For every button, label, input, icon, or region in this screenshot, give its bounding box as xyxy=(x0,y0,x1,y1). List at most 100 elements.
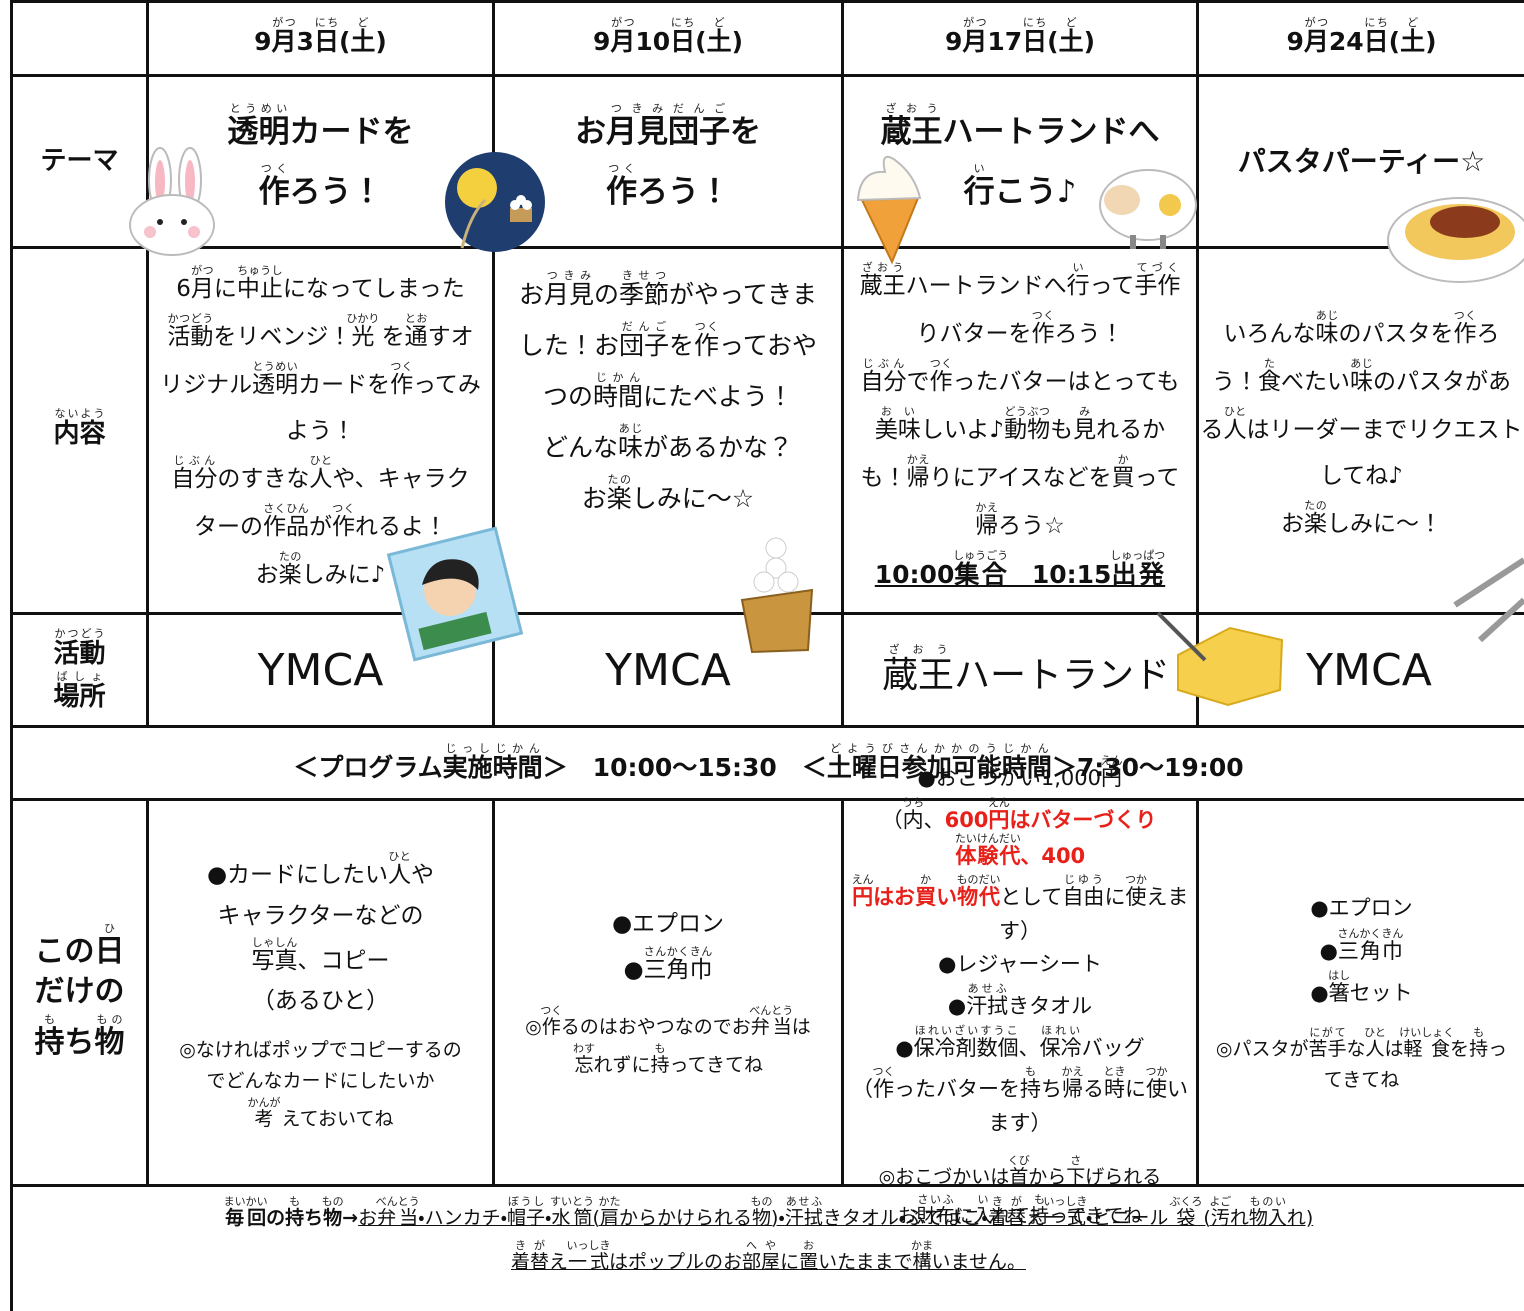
text: カードを xyxy=(289,113,414,150)
text-block: ＜プログラム実施時間じっしじかん＞ 10:00～15:30 ＜土曜日参加可能時間… xyxy=(293,742,1243,784)
furigana: さ xyxy=(1066,1154,1086,1168)
furigana: しゅうごう xyxy=(953,549,1009,562)
base-text: 汗拭 xyxy=(784,1207,823,1229)
text: ・ xyxy=(545,1207,552,1229)
ruby-text: 使つか xyxy=(1145,1065,1168,1102)
text-line: 蔵王ざおうハートランドへ行いって手作てづく xyxy=(860,261,1181,309)
furigana: かつどう xyxy=(167,311,214,325)
text: （あるひと） xyxy=(251,988,390,1015)
text: 6 xyxy=(176,275,191,302)
text: した！お xyxy=(518,331,619,360)
ruby-text: 透明とうめい xyxy=(252,360,298,398)
furigana: かま xyxy=(911,1238,934,1252)
text-line: 10:00集合しゅうごう 10:15出発しゅっぱつ xyxy=(875,549,1165,600)
furigana: ほれい xyxy=(1039,1023,1082,1037)
furigana: ひと xyxy=(1223,405,1247,418)
base-text: 食 xyxy=(1258,369,1281,395)
furigana: まいかい xyxy=(223,1195,268,1208)
text: すオ xyxy=(427,323,474,350)
base-text: 袋 xyxy=(1169,1207,1203,1229)
ruby-text: 部屋へや xyxy=(742,1239,780,1273)
base-text: 蔵王 xyxy=(859,273,906,299)
base-text: 苦手 xyxy=(1308,1038,1347,1061)
border xyxy=(492,798,495,1187)
text-block: 9月がつ3日にち(土ど) xyxy=(254,16,387,61)
ruby-text: 日にち xyxy=(670,16,695,56)
content: お月見つきみの季節きせつがやってきま した！お団子だんごを作つくっておや つの時間じ… xyxy=(495,249,841,612)
text: いたままで xyxy=(818,1250,913,1273)
ruby-text: 買か xyxy=(915,873,936,909)
ruby-text: 持も xyxy=(1030,1193,1049,1227)
base-text: 月見 xyxy=(543,280,594,309)
ruby-text: 自由じゆう xyxy=(1062,873,1105,910)
text: を xyxy=(1450,1038,1470,1061)
text-block: ●エプロン ●三角巾さんかくきん xyxy=(612,904,724,990)
furigana: さんかくきん xyxy=(1337,926,1404,940)
text: （ xyxy=(852,1077,873,1102)
furigana: ざおう xyxy=(882,642,955,656)
text-line: 9月がつ24日にち(土ど) xyxy=(1286,16,1436,61)
text: お xyxy=(255,561,279,588)
base-text: 汗拭 xyxy=(966,993,1009,1018)
text-line: 6月がつに中止ちゅうしになってしまった xyxy=(160,264,481,312)
ruby-text: 楽たの xyxy=(279,550,302,588)
text: しいよ♪ xyxy=(920,417,1005,443)
base-text: 作 xyxy=(694,331,720,360)
text: この xyxy=(34,933,95,969)
ruby-text: 帰かえ xyxy=(1061,1065,1084,1102)
furigana: もの xyxy=(321,1195,344,1208)
ruby-text: 物もの xyxy=(751,1195,773,1229)
base-text: 弁当 xyxy=(749,1015,794,1038)
ruby-text: 構かま xyxy=(911,1239,933,1273)
furigana: も xyxy=(285,1195,305,1208)
ruby-text: 味あじ xyxy=(1350,357,1373,395)
base-text: 作 xyxy=(872,1077,895,1102)
base-text: 蔵王 xyxy=(880,113,943,150)
furigana: いっしき xyxy=(566,1238,611,1252)
base-text: 月 xyxy=(962,27,988,57)
row-label: 活動かつどう 場所ばしょ xyxy=(13,615,146,725)
furigana: い xyxy=(963,161,995,175)
text: こう♪ xyxy=(994,173,1077,210)
base-text: 自分 xyxy=(171,465,218,492)
border xyxy=(146,0,149,727)
text-line: 透明とうめいカードを xyxy=(228,102,414,162)
furigana: がつ xyxy=(962,16,988,30)
text-block: 内容ないよう xyxy=(53,407,105,454)
text: りにアイスなどを xyxy=(929,465,1112,491)
text: のパスタがあ xyxy=(1373,369,1511,395)
text: 10:00 xyxy=(874,560,955,589)
furigana: かんが xyxy=(247,1096,281,1110)
furigana: ちゅうし xyxy=(236,263,283,277)
base-text: 自由 xyxy=(1062,885,1105,910)
base-text: 帰 xyxy=(906,465,930,491)
base-text: 行 xyxy=(1066,273,1090,299)
text: ( xyxy=(1047,27,1059,57)
furigana: がつ xyxy=(610,16,636,30)
text: ろう！ xyxy=(637,173,730,210)
text: れるか xyxy=(1096,417,1166,443)
base-text: 活動 xyxy=(53,638,106,669)
ruby-text: 蔵王ざおう xyxy=(882,643,954,696)
text: ◎パスタが xyxy=(1215,1038,1309,1061)
text-line: テーマ xyxy=(40,142,118,181)
furigana: だんご xyxy=(618,320,669,333)
ruby-text: 汗拭あせふ xyxy=(966,982,1009,1018)
ruby-text: 人ひと xyxy=(309,454,332,492)
text-line: （内うち、600円えんはバターづくり体験代たいけんだい、400 xyxy=(844,796,1196,874)
base-text: 物 xyxy=(321,1207,344,1229)
base-text: 月 xyxy=(190,275,214,302)
furigana: も xyxy=(1020,1065,1041,1079)
furigana: すいとう xyxy=(550,1195,595,1208)
base-text: 団子 xyxy=(618,331,669,360)
base-text: 毎回 xyxy=(223,1207,268,1229)
text: 9 xyxy=(1286,27,1304,57)
base-text: 帰 xyxy=(1061,1077,1084,1102)
text: れずに xyxy=(593,1054,651,1077)
ruby-text: 自分じぶん xyxy=(860,357,906,395)
ruby-text: 弁当べんとう xyxy=(749,1004,794,1038)
base-text: 使 xyxy=(1145,1077,1168,1102)
furigana: ないよう xyxy=(53,407,106,420)
ruby-text: 作つく xyxy=(259,162,290,210)
ruby-text: 下さ xyxy=(1066,1154,1085,1188)
